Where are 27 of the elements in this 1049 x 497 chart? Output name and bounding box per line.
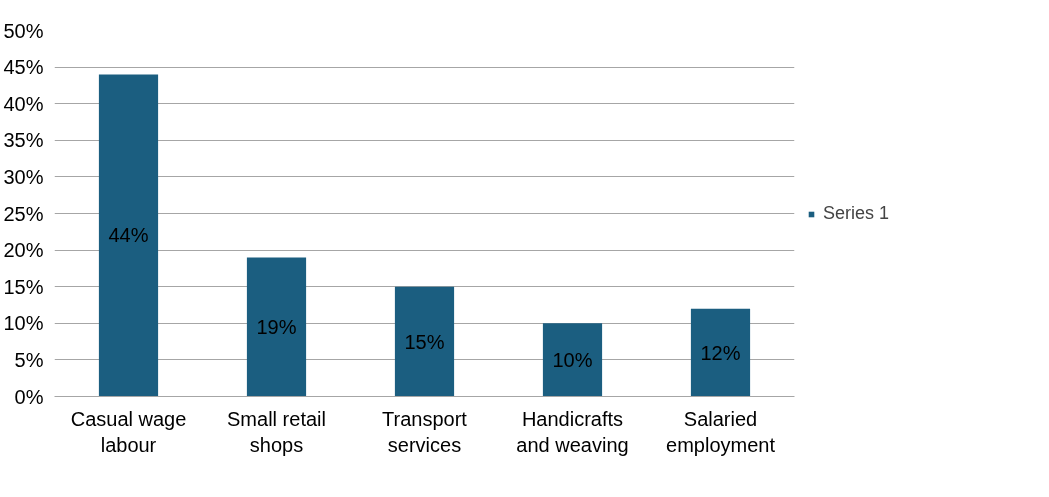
data-label: 44% [108,224,149,247]
data-label: 19% [256,315,297,338]
y-tick-label: 0% [14,385,44,408]
y-tick-label: 5% [14,348,44,371]
x-tick-label: Transport services [382,407,468,456]
y-tick-label: 35% [3,129,44,152]
y-tick-label: 30% [3,165,44,188]
bar [542,323,603,397]
x-tick-label: Salaried employment [666,407,776,456]
data-label: 12% [700,341,741,364]
data-label: 15% [404,330,445,353]
y-tick-label: 10% [3,312,44,335]
y-tick-label: 40% [3,92,44,115]
y-tick-label: 15% [3,275,44,298]
x-tick-label: Handicrafts and weaving [516,407,629,456]
y-tick-label: 45% [3,56,44,79]
bar [394,286,455,397]
legend-label: Series 1 [823,203,890,224]
y-tick-label: 25% [3,202,44,225]
bar [690,308,751,397]
y-tick-label: 50% [3,19,44,42]
bar [98,74,159,397]
data-label: 10% [552,348,593,371]
bar [246,257,307,397]
y-tick-label: 20% [3,239,44,262]
x-tick-label: Small retail shops [227,407,326,456]
x-tick-label: Casual wage labour [70,407,187,456]
